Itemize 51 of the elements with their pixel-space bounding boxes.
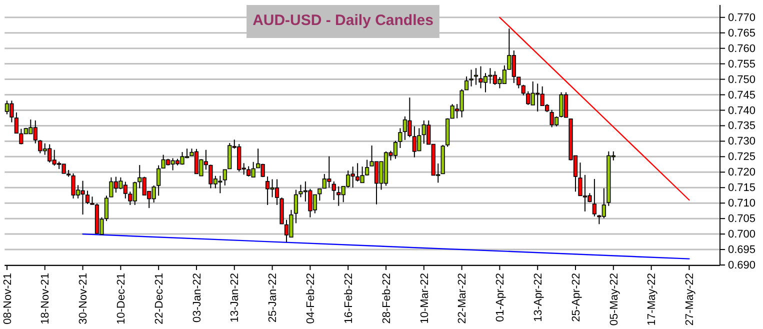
y-tick-label: 0.745 — [728, 89, 756, 102]
x-tick-label: 05-May-22 — [608, 273, 620, 326]
candlestick — [398, 128, 402, 148]
x-tick-label: 04-Feb-22 — [305, 273, 318, 324]
x-tick-label: 17-May-22 — [646, 273, 658, 326]
candlestick — [332, 180, 336, 200]
y-tick-label: 0.705 — [728, 213, 756, 226]
y-tick-label: 0.690 — [728, 260, 756, 272]
x-tick-label: 08-Nov-21 — [2, 273, 14, 324]
y-tick-label: 0.755 — [728, 58, 756, 70]
y-tick-label: 0.695 — [728, 244, 756, 256]
candlestick — [521, 84, 526, 96]
x-tick-label: 03-Jan-22 — [191, 273, 204, 323]
y-tick-label: 0.720 — [728, 166, 756, 179]
x-tick-label: 01-Apr-22 — [494, 273, 507, 322]
x-tick-label: 16-Feb-22 — [342, 273, 355, 324]
y-tick-label: 0.725 — [728, 151, 756, 164]
y-tick-label: 0.740 — [728, 104, 756, 117]
candlestick — [156, 164, 161, 196]
x-tick-label: 30-Nov-21 — [78, 273, 90, 324]
candlestick — [592, 178, 597, 217]
y-tick-label: 0.770 — [728, 12, 756, 24]
y-tick-label: 0.750 — [728, 74, 756, 86]
x-tick-label: 25-Apr-22 — [570, 273, 582, 322]
y-tick-label: 0.730 — [728, 136, 756, 148]
y-tick-label: 0.765 — [728, 27, 756, 40]
y-tick-label: 0.715 — [728, 182, 756, 194]
candlestick — [469, 69, 474, 87]
candlestick — [104, 195, 109, 222]
x-tick-label: 10-Dec-21 — [116, 273, 128, 324]
y-tick-label: 0.735 — [728, 120, 756, 132]
x-tick-label: 28-Feb-22 — [380, 273, 393, 324]
candlestick — [294, 189, 298, 224]
candlestick — [464, 76, 469, 90]
candlestick — [554, 116, 559, 127]
text: AUD-USD - Daily Candles — [252, 12, 434, 29]
candlestick — [222, 169, 227, 186]
candlestick — [85, 190, 90, 205]
x-tick-label: 22-Dec-21 — [153, 273, 166, 324]
x-tick-label: 13-Jan-22 — [229, 273, 242, 323]
x-tick-label: 25-Jan-22 — [267, 273, 280, 323]
x-tick-label: 18-Nov-21 — [40, 273, 52, 324]
y-tick-label: 0.710 — [728, 198, 756, 210]
candlestick — [14, 112, 19, 134]
y-tick-label: 0.760 — [728, 42, 756, 55]
y-tick-label: 0.700 — [728, 228, 756, 241]
x-tick-label: 22-Mar-22 — [456, 273, 469, 324]
x-tick-label: 27-May-22 — [684, 273, 696, 326]
candlestick — [318, 188, 322, 202]
x-tick-label: 13-Apr-22 — [532, 273, 544, 322]
x-tick-label: 10-Mar-22 — [418, 273, 431, 324]
